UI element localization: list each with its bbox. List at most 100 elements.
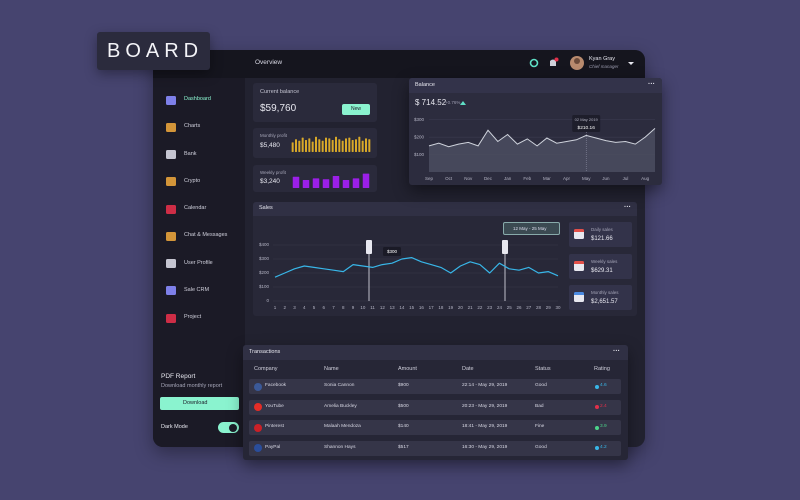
- x-tick-label: Jan: [504, 176, 512, 181]
- toggle-knob: [229, 423, 237, 432]
- x-tick-label: 15: [409, 305, 415, 310]
- x-tick-label: 24: [497, 305, 503, 310]
- y-tick-label: $100: [414, 152, 425, 157]
- user-dropdown[interactable]: [628, 62, 634, 65]
- menu-item[interactable]: Bank: [184, 150, 197, 157]
- x-tick-label: 6: [323, 305, 326, 310]
- current-balance-card: Current balance $59,760 New: [253, 83, 377, 122]
- balance-header: [409, 78, 662, 93]
- tooltip-value: $210.16: [578, 125, 596, 131]
- avatar-face: [574, 58, 580, 64]
- x-tick-label: 14: [399, 305, 405, 310]
- balance-menu[interactable]: ···: [648, 81, 655, 88]
- rating-dot: [595, 405, 599, 409]
- transactions-menu[interactable]: ···: [613, 348, 620, 355]
- cell: Fine: [535, 424, 545, 429]
- menu-item[interactable]: Project: [184, 314, 202, 320]
- menu-icon: [166, 204, 176, 214]
- profit-bar: [321, 140, 324, 152]
- x-tick-label: 8: [342, 305, 345, 310]
- profit-bar: [315, 136, 317, 152]
- menu-item[interactable]: Calendar: [184, 205, 207, 211]
- balance-panel: Balance ··· $ 714.52 +0.76% $100 $200 $300…: [409, 78, 662, 185]
- sales-summary-card: Monthly sales $2,651.57: [569, 285, 632, 310]
- balance-chart: $100 $200 $300 Sep Oct Nov Dec Jan Feb Mar Apr May J…: [414, 115, 656, 181]
- current-balance-value: $59,760: [260, 103, 297, 114]
- date-range-dropdown[interactable]: 12 May - 25 May: [503, 222, 560, 235]
- x-tick-label: 9: [352, 305, 355, 310]
- transaction-row[interactable]: PayPal Shannon Hays $517 16:30 - May 29, 20…: [249, 440, 621, 456]
- range-marker-tag: [502, 240, 508, 254]
- profit-bar: [361, 140, 364, 152]
- menu-item[interactable]: Chat & Messages: [184, 232, 228, 239]
- menu-item[interactable]: Charts: [184, 123, 201, 130]
- profit-bar: [291, 142, 294, 152]
- balance-value: $ 714.52: [415, 98, 447, 107]
- range-marker-tag: [366, 240, 372, 254]
- profit-bar: [341, 140, 344, 152]
- menu-item[interactable]: Sale CRM: [184, 286, 210, 293]
- tooltip-box: [383, 247, 401, 256]
- x-tick-label: 1: [274, 305, 277, 310]
- x-tick-label: 30: [555, 305, 561, 310]
- notification-icon[interactable]: [550, 59, 556, 67]
- y-tick-label: $300: [259, 256, 270, 261]
- cell: 18:41 - May 29, 2019: [462, 424, 508, 429]
- cell: YouTube: [265, 403, 284, 409]
- x-tick-label: 17: [429, 305, 435, 310]
- balance-line: [428, 128, 656, 148]
- transaction-row[interactable]: YouTube Amelia Buckley $500 20:23 - May 29,…: [249, 399, 621, 415]
- menu-item[interactable]: Dashboard: [184, 96, 211, 102]
- new-button[interactable]: New: [342, 104, 370, 115]
- settings-icon[interactable]: [529, 58, 539, 68]
- download-button[interactable]: Download: [160, 397, 239, 410]
- x-tick-label: 21: [468, 305, 474, 310]
- x-tick-label: 11: [370, 305, 375, 310]
- menu-item[interactable]: User Profile: [184, 259, 213, 266]
- transaction-row[interactable]: Pinterest Malaah Mendoza $140 18:41 - May 2…: [249, 420, 621, 435]
- transactions-panel: Transactions ··· Company Name Amount Date St…: [243, 345, 628, 460]
- weekly-profit-label: Weekly profit: [260, 170, 286, 175]
- cell: 4.6: [600, 383, 607, 388]
- x-tick-label: Apr: [563, 176, 571, 181]
- cell: Facebook: [265, 383, 287, 388]
- x-tick-label: Dec: [484, 176, 493, 181]
- transactions-title: Transactions: [249, 349, 281, 355]
- x-tick-label: 18: [438, 305, 444, 310]
- x-tick-label: 26: [516, 305, 522, 310]
- cell: Pinterest: [265, 424, 284, 429]
- monthly-profit-value: $5,480: [260, 142, 280, 149]
- cell: Malaah Mendoza: [324, 424, 361, 429]
- cell: 20:23 - May 29, 2019: [462, 403, 508, 409]
- cell: $140: [398, 424, 409, 429]
- sales-summary-value: $629.31: [591, 267, 613, 274]
- dark-mode-toggle[interactable]: [218, 422, 239, 433]
- sales-summary-card: Daily sales $121.66: [569, 222, 632, 247]
- change-arrow: [460, 101, 466, 105]
- profit-bar: [325, 137, 327, 152]
- x-tick-label: 29: [546, 305, 552, 310]
- sales-menu[interactable]: ···: [624, 204, 631, 211]
- x-tick-label: 16: [419, 305, 425, 310]
- monthly-profit-label: Monthly profit: [260, 133, 288, 138]
- rating-dot: [595, 446, 599, 450]
- x-tick-label: 3: [293, 305, 296, 310]
- balance-area: [429, 128, 655, 172]
- cell: 4.2: [600, 444, 607, 450]
- x-tick-label: 20: [458, 305, 464, 310]
- x-tick-label: 12: [380, 305, 386, 310]
- profit-bar: [301, 137, 304, 152]
- cell: PayPal: [265, 444, 281, 450]
- x-tick-label: Oct: [445, 176, 453, 181]
- pdf-report-text: Download monthly report: [161, 383, 223, 389]
- profit-bar: [368, 139, 371, 152]
- menu-icon: [166, 313, 176, 323]
- y-tick-label: $200: [259, 270, 270, 275]
- date-range-label: 12 May - 25 May: [513, 225, 547, 231]
- menu-item[interactable]: Crypto: [184, 177, 201, 184]
- cell: 3.9: [600, 424, 607, 429]
- transaction-row[interactable]: Facebook Sonia Cannon $900 22:14 - May 29, …: [249, 379, 621, 394]
- profit-bar: [345, 138, 347, 152]
- profit-bar: [305, 140, 307, 152]
